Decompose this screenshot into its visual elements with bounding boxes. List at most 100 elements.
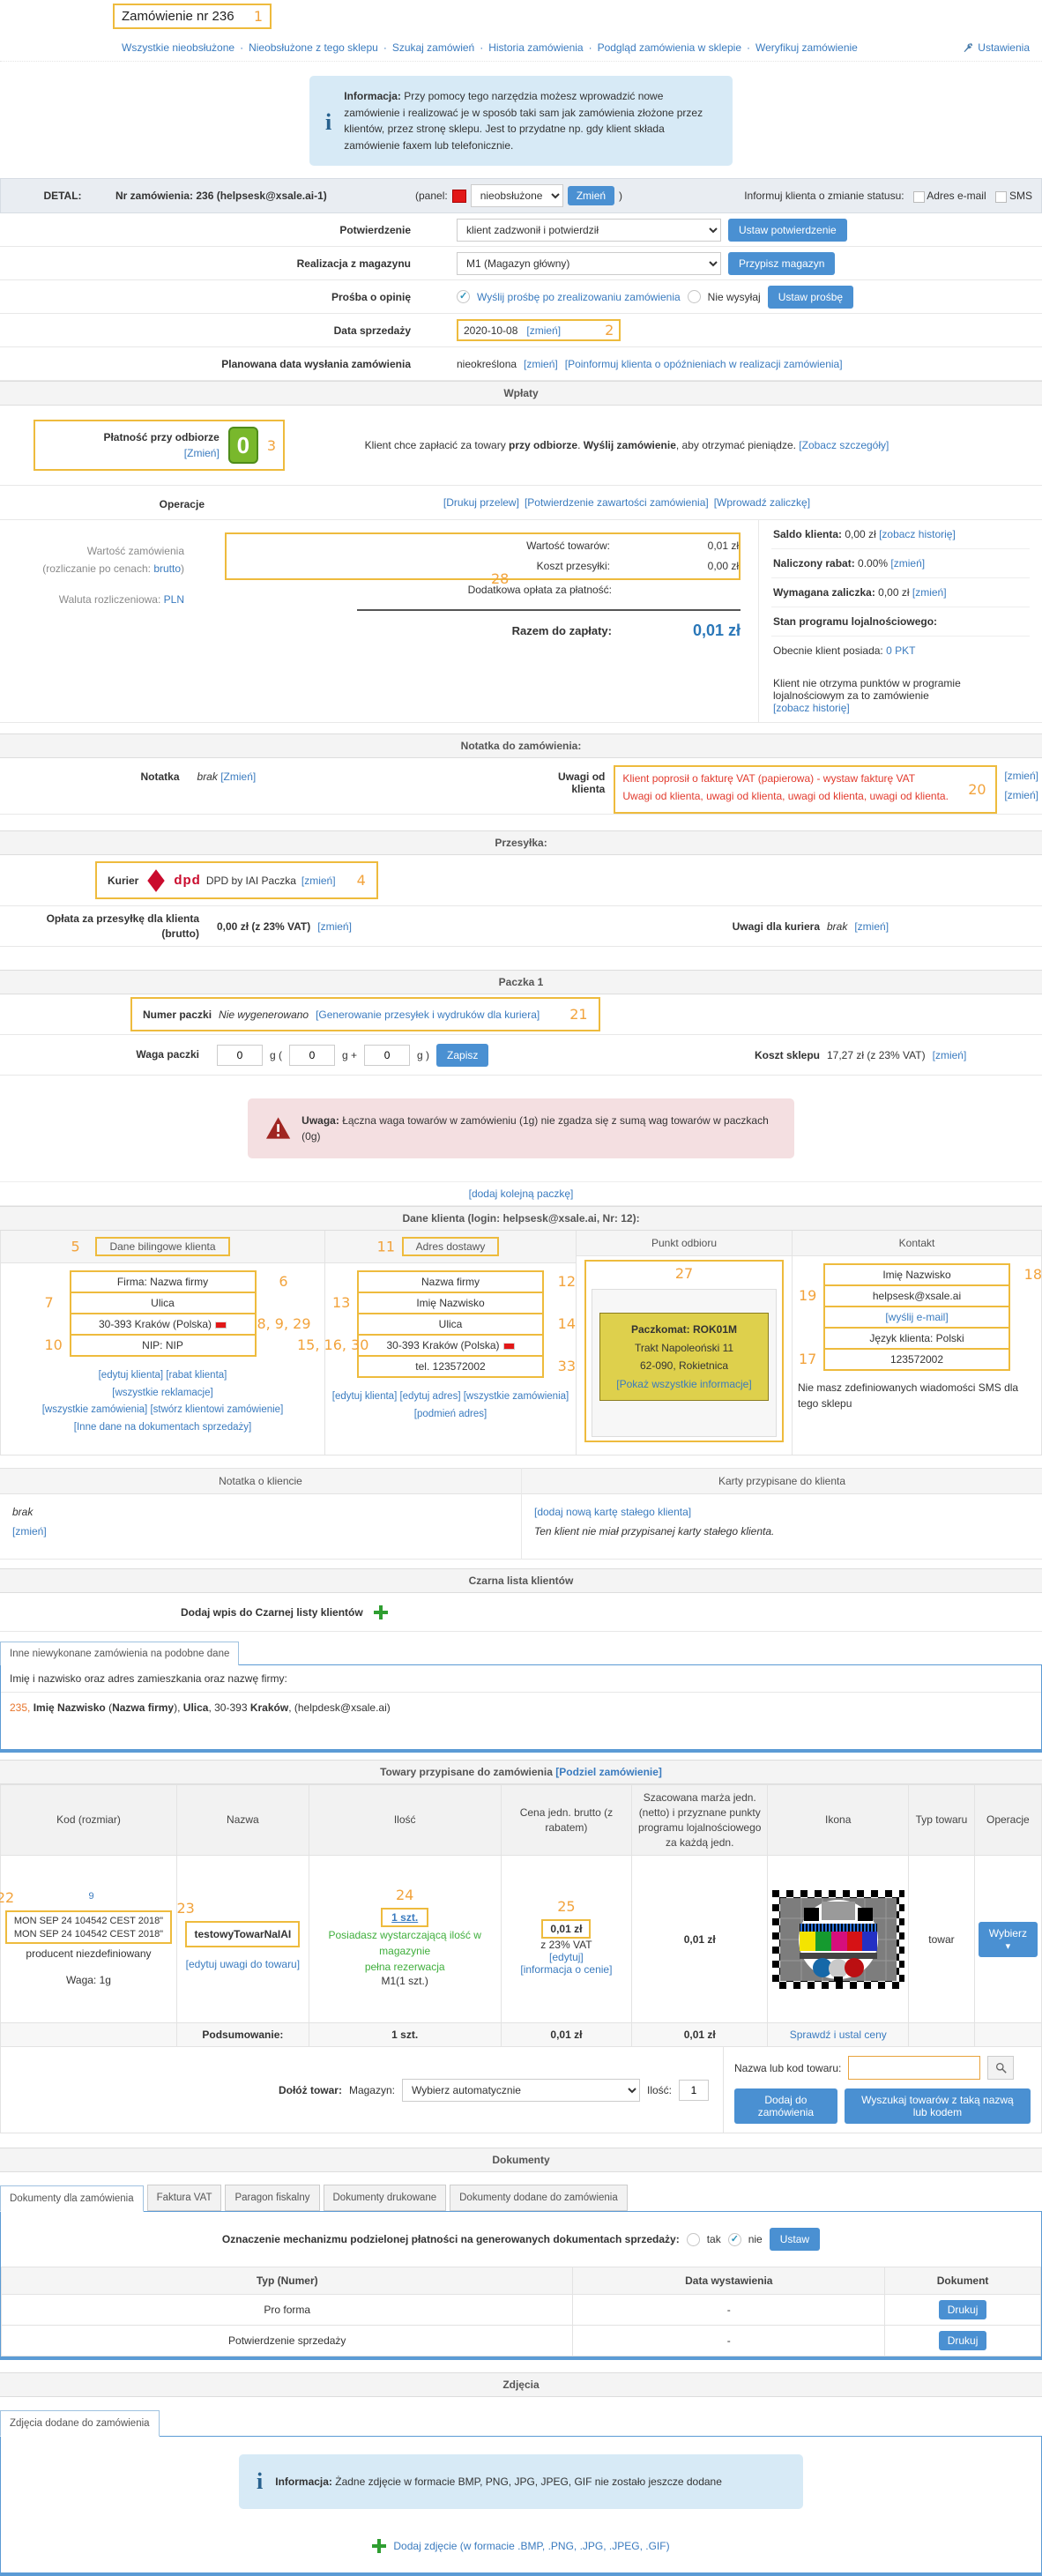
tab-added-documents[interactable]: Dokumenty dodane do zamówienia [450,2185,628,2212]
delivery-edit-address-link[interactable]: [edytuj adres] [399,1391,461,1403]
add-product-warehouse-select[interactable]: Wybierz automatycznie [401,2078,640,2102]
see-details-link[interactable]: [Zobacz szczegóły] [799,439,889,452]
print-transfer-link[interactable]: [Drukuj przelew] [443,496,519,510]
documents-tabs: Dokumenty dla zamówienia Faktura VAT Par… [0,2172,1042,2213]
add-photo-plus-icon[interactable] [372,2539,387,2554]
create-order-link[interactable]: [stwórz klientowi zamówienie] [150,1404,284,1416]
nav-order-history[interactable]: Historia zamówienia [488,41,584,54]
edit-product-notes-link[interactable]: [edytuj uwagi do towaru] [185,1957,301,1970]
opinion-skip-radio[interactable] [687,290,701,304]
check-set-prices-link[interactable]: Sprawdź i ustal ceny [789,2029,887,2042]
show-all-pickup-info-link[interactable]: [Pokaż wszystkie informacje] [616,1377,752,1390]
add-package-link[interactable]: [dodaj kolejną paczkę] [468,1187,574,1201]
warehouse-select[interactable]: M1 (Magazyn główny) [457,251,721,275]
weight-part1-input[interactable] [289,1044,336,1066]
shipment-section-header: Przesyłka: [0,830,1042,856]
print-proforma-button[interactable]: Drukuj [938,2300,987,2320]
add-loyalty-card-link[interactable]: [dodaj nową kartę stałego klienta] [534,1505,692,1518]
fee-change-link[interactable]: [zmień] [317,919,352,933]
client-remarks-annotation: Klient poprosił o fakturę VAT (papierowa… [614,765,997,815]
status-change-button[interactable]: Zmień [567,186,615,206]
order-contents-confirmation-link[interactable]: [Potwierdzenie zawartości zamówienia] [524,496,709,510]
planned-date-change-link[interactable]: [zmień] [524,357,558,370]
all-orders-link[interactable]: [wszystkie zamówienia] [41,1404,148,1416]
nav-all-unhandled[interactable]: Wszystkie nieobsłużone [122,41,235,54]
search-products-button[interactable]: Wyszukaj towarów z taką nazwą lub kodem [844,2088,1031,2125]
gross-link[interactable]: brutto [153,562,181,575]
courier-notes-change-link[interactable]: [zmień] [854,919,889,933]
similar-orders-tab[interactable]: Inne niewykonane zamówienia na podobne d… [0,1642,240,1666]
client-discount-link[interactable]: [rabat klienta] [166,1370,227,1381]
tab-fiscal-receipt[interactable]: Paragon fiskalny [225,2185,320,2212]
order-note-row: Notatka brak [Zmień] Uwagi od klienta Kl… [0,758,1042,815]
tab-printed-documents[interactable]: Dokumenty drukowane [323,2185,447,2212]
sms-checkbox[interactable] [994,190,1007,203]
client-note-change-link[interactable]: [zmień] [12,1524,47,1537]
add-photo-link[interactable]: Dodaj zdjęcie (w formacie .BMP, .PNG, .J… [393,2540,670,2553]
opinion-send-radio[interactable] [457,290,470,304]
confirmation-select[interactable]: klient zadzwonił i potwierdził [457,218,721,242]
zaliczka-change-link[interactable]: [zmień] [912,586,947,599]
cod-change-link[interactable]: [Zmień] [183,447,220,460]
delivery-swap-address-link[interactable]: [podmień adres] [413,1408,488,1419]
nav-order-preview[interactable]: Podgląd zamówienia w sklepie [597,41,742,54]
product-search-input[interactable] [848,2056,981,2081]
payment-summary: Wartość zamówienia (rozliczanie po cenac… [0,520,1042,724]
currency-link[interactable]: PLN [163,592,184,606]
add-product-qty-input[interactable] [679,2079,709,2101]
settings-link[interactable]: Ustawienia [963,41,1030,54]
generate-shipment-link[interactable]: [Generowanie przesyłek i wydruków dla ku… [316,1008,540,1021]
product-search-magnifier-button[interactable] [987,2056,1015,2081]
courier-change-link[interactable]: [zmień] [301,874,336,887]
loyalty-points-link[interactable]: 0 PKT [886,644,916,658]
payments-section-header: Wpłaty [0,381,1042,406]
split-payment-no-radio[interactable] [727,2232,741,2246]
tab-documents-for-order[interactable]: Dokumenty dla zamówienia [0,2185,144,2213]
remarks-change-link-2[interactable]: [zmień] [1004,788,1038,801]
delivery-all-orders-link[interactable]: [wszystkie zamówienia] [463,1391,569,1403]
enter-advance-link[interactable]: [Wprowadź zaliczkę] [713,496,811,510]
sale-date-change-link[interactable]: [zmień] [526,324,562,337]
similar-order-235-link[interactable]: 235, [10,1701,31,1715]
nav-verify-order[interactable]: Weryfikuj zamówienie [755,41,858,54]
saldo-history-link[interactable]: [zobacz historię] [879,528,956,541]
loyalty-history-link[interactable]: [zobacz historię] [773,702,850,715]
send-email-link[interactable]: [wyślij e-mail] [885,1311,949,1324]
split-order-link[interactable]: [Podziel zamówienie] [555,1766,662,1779]
note-change-link[interactable]: [Zmień] [220,771,257,784]
edit-client-link[interactable]: [edytuj klienta] [98,1370,164,1381]
tab-photos-added[interactable]: Zdjęcia dodane do zamówienia [0,2410,160,2438]
nav-unhandled-shop[interactable]: Nieobsłużone z tego sklepu [249,41,378,54]
status-select[interactable]: nieobsłużone [470,184,563,208]
other-sales-doc-data-link[interactable]: [Inne dane na dokumentach sprzedaży] [73,1422,252,1433]
all-complaints-link[interactable]: [wszystkie reklamacje] [112,1387,213,1398]
add-to-order-button[interactable]: Dodaj do zamówienia [734,2088,837,2125]
shop-cost-change-link[interactable]: [zmień] [932,1048,967,1061]
tab-vat-invoice[interactable]: Faktura VAT [146,2185,222,2212]
split-payment-yes-radio[interactable] [686,2232,700,2246]
product-operations-button[interactable]: Wybierz [978,1921,1038,1957]
rabat-change-link[interactable]: [zmień] [890,557,926,570]
planned-date-value: nieokreślona [457,357,517,370]
set-split-payment-button[interactable]: Ustaw [769,2228,821,2252]
print-sale-confirmation-button[interactable]: Drukuj [938,2331,987,2351]
weight-part2-input[interactable] [364,1044,411,1066]
weight-total-input[interactable] [217,1044,263,1066]
payment-zero-icon: 0 [227,427,258,465]
price-info-link[interactable]: [informacja o cenie] [520,1962,613,1976]
product-qty-link[interactable]: 1 szt. [391,1910,419,1924]
inform-delay-link[interactable]: [Poinformuj klienta o opóźnieniach w rea… [564,357,843,370]
delivery-edit-client-link[interactable]: [edytuj klienta] [331,1391,398,1403]
remarks-change-link-1[interactable]: [zmień] [1004,770,1038,783]
price-edit-link[interactable]: [edytuj] [549,1950,584,1963]
set-opinion-button[interactable]: Ustaw prośbę [767,285,854,309]
pickup-annotation: 27 Paczkomat: ROK01M Trakt Napoleoński 1… [584,1260,784,1442]
email-checkbox[interactable] [912,190,925,203]
assign-warehouse-button[interactable]: Przypisz magazyn [728,251,836,275]
client-remarks-line2: Uwagi od klienta, uwagi od klienta, uwag… [622,789,949,802]
add-blacklist-plus-icon[interactable] [373,1604,388,1619]
sale-date-annotation: 2020-10-08 [zmień] 2 [457,319,621,342]
set-confirmation-button[interactable]: Ustaw potwierdzenie [728,218,847,242]
save-weight-button[interactable]: Zapisz [436,1043,489,1067]
nav-search-orders[interactable]: Szukaj zamówień [391,41,475,54]
